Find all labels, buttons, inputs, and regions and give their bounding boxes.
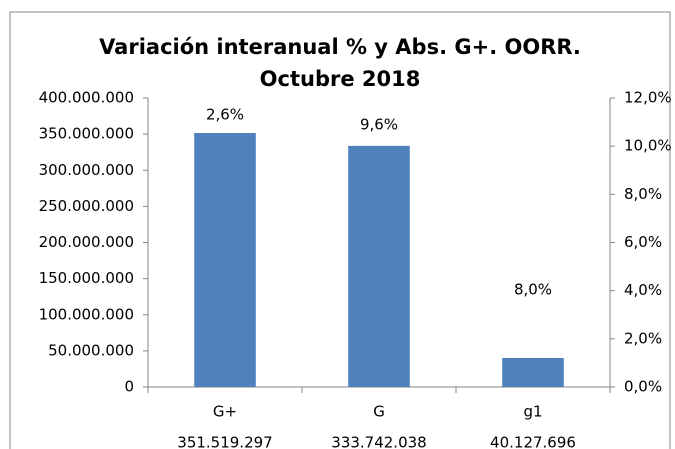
y2-tick-label: 8,0% <box>624 185 662 203</box>
y-tick-label: 300.000.000 <box>39 161 134 179</box>
chart-title: Octubre 2018 <box>260 67 421 91</box>
bar <box>194 133 256 387</box>
y2-tick-label: 4,0% <box>624 281 662 299</box>
y-tick-label: 200.000.000 <box>39 233 134 251</box>
y-tick-label: 250.000.000 <box>39 197 134 215</box>
y2-tick-label: 6,0% <box>624 233 662 251</box>
y-tick-label: 50.000.000 <box>48 341 134 359</box>
value-label: 351.519.297 <box>177 434 272 449</box>
x-tick-label: G <box>373 403 385 421</box>
y-tick-label: 350.000.000 <box>39 125 134 143</box>
x-tick-label: g1 <box>523 403 542 421</box>
bar <box>348 145 410 387</box>
y-tick-label: 400.000.000 <box>39 89 134 107</box>
annotation: 9,6% <box>360 116 398 134</box>
bar <box>502 358 564 387</box>
y-tick-label: 150.000.000 <box>39 269 134 287</box>
annotation: 2,6% <box>206 106 244 124</box>
value-label: 40.127.696 <box>490 434 576 449</box>
y-tick-label: 0 <box>124 378 134 396</box>
y2-tick-label: 12,0% <box>624 89 672 107</box>
y-tick-label: 100.000.000 <box>39 305 134 323</box>
y2-tick-label: 10,0% <box>624 137 672 155</box>
y2-tick-label: 2,0% <box>624 329 662 347</box>
chart-title: Variación interanual % y Abs. G+. OORR. <box>99 35 581 59</box>
annotation: 8,0% <box>514 281 552 299</box>
x-tick-label: G+ <box>213 403 237 421</box>
y2-tick-label: 0,0% <box>624 378 662 396</box>
value-label: 333.742.038 <box>331 434 426 449</box>
